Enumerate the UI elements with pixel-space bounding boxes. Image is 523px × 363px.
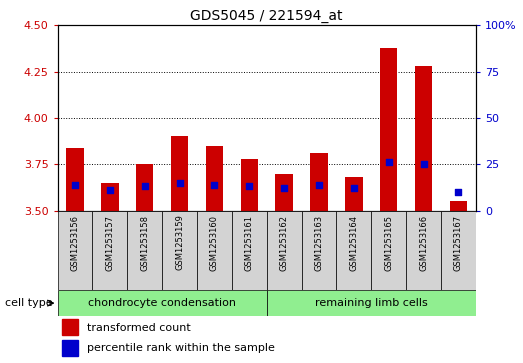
Point (384, 159, 393, 165)
Bar (127, 211, 162, 290)
Bar (371, 211, 406, 290)
Point (175, 180, 184, 186)
Bar (62, 319, 78, 335)
Bar (450, 201, 467, 211)
Point (419, 161, 428, 167)
Point (71, 182, 79, 188)
Bar (162, 211, 197, 290)
Bar (93, 211, 127, 290)
Text: GSM1253165: GSM1253165 (384, 215, 393, 270)
Bar (380, 48, 397, 211)
Bar (206, 146, 223, 211)
Bar (136, 164, 153, 211)
Text: GSM1253167: GSM1253167 (454, 215, 463, 271)
Text: GSM1253163: GSM1253163 (314, 215, 324, 271)
Point (106, 187, 114, 193)
Point (210, 182, 219, 188)
Bar (66, 148, 84, 211)
Bar (241, 159, 258, 211)
Text: GSM1253159: GSM1253159 (175, 215, 184, 270)
Bar (415, 66, 433, 211)
Bar (267, 290, 476, 316)
Bar (171, 136, 188, 211)
Title: GDS5045 / 221594_at: GDS5045 / 221594_at (190, 9, 343, 23)
Bar (406, 211, 441, 290)
Bar (58, 290, 267, 316)
Bar (232, 211, 267, 290)
Text: chondrocyte condensation: chondrocyte condensation (88, 298, 236, 308)
Text: GSM1253164: GSM1253164 (349, 215, 358, 270)
Text: GSM1253158: GSM1253158 (140, 215, 149, 270)
Text: cell type: cell type (5, 298, 52, 308)
Point (315, 182, 323, 188)
Text: GSM1253162: GSM1253162 (280, 215, 289, 270)
Text: GSM1253156: GSM1253156 (71, 215, 79, 270)
Bar (345, 177, 362, 211)
Bar (302, 211, 336, 290)
Point (454, 189, 463, 195)
Text: GSM1253157: GSM1253157 (105, 215, 115, 270)
Point (350, 185, 358, 191)
Bar (101, 183, 119, 211)
Text: GSM1253160: GSM1253160 (210, 215, 219, 270)
Point (245, 184, 254, 189)
Bar (62, 340, 78, 356)
Bar (336, 211, 371, 290)
Text: remaining limb cells: remaining limb cells (315, 298, 428, 308)
Bar (276, 174, 293, 211)
Text: GSM1253161: GSM1253161 (245, 215, 254, 270)
Bar (267, 211, 302, 290)
Bar (310, 153, 328, 211)
Text: transformed count: transformed count (87, 323, 190, 333)
Bar (197, 211, 232, 290)
Point (141, 184, 149, 189)
Bar (441, 211, 476, 290)
Text: percentile rank within the sample: percentile rank within the sample (87, 343, 275, 354)
Point (280, 185, 288, 191)
Text: GSM1253166: GSM1253166 (419, 215, 428, 271)
Bar (58, 211, 93, 290)
